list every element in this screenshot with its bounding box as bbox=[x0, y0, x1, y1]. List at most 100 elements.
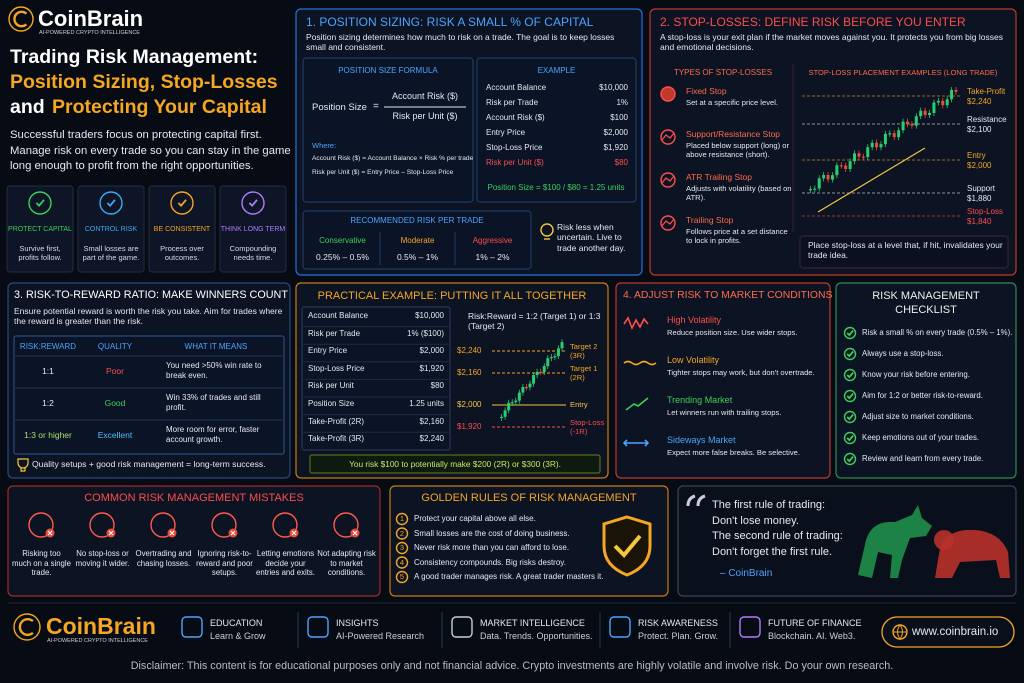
example-result: Position Size = $100 / $80 = 1.25 units bbox=[487, 183, 625, 192]
stop-type-icon bbox=[660, 129, 676, 145]
pillar-icon bbox=[99, 191, 123, 215]
pillar-title: BE CONSISTENT bbox=[153, 226, 211, 233]
pillar-card bbox=[219, 185, 287, 273]
level-label: Entry bbox=[967, 151, 986, 160]
candle-body bbox=[822, 174, 826, 179]
panel-intro: A stop-loss is your exit plan if the mar… bbox=[660, 32, 1003, 53]
market-conditions-panel bbox=[615, 282, 831, 479]
risk-level-range: 0.25% – 0.5% bbox=[316, 252, 369, 262]
check-circle bbox=[843, 347, 857, 361]
footer-icon bbox=[609, 616, 631, 638]
check-icon bbox=[846, 455, 854, 463]
footer-item-title: EDUCATION bbox=[210, 618, 263, 628]
candle-body bbox=[835, 165, 839, 176]
formula-numerator: Account Risk ($) bbox=[391, 91, 459, 101]
practical-value: $2,000 bbox=[419, 346, 444, 356]
candle-body bbox=[817, 178, 821, 189]
trend-arrow bbox=[817, 147, 926, 213]
practical-label: Take-Profit (2R) bbox=[308, 416, 365, 426]
trophy-icon bbox=[17, 458, 29, 472]
condition-text: Tighter stops may work, but don't overtr… bbox=[667, 368, 815, 377]
title: Position Sizing, Stop-Losses bbox=[10, 71, 278, 93]
mistake-text: Risking too much on a single trade. bbox=[12, 549, 71, 577]
quote-line: Don't forget the first rule. bbox=[712, 545, 833, 558]
pillar-icon bbox=[28, 191, 52, 215]
practical-value: $2,160 bbox=[419, 416, 444, 426]
candle-body bbox=[853, 153, 857, 162]
mistake-x bbox=[47, 530, 53, 536]
website-link[interactable]: www.coinbrain.io bbox=[912, 626, 999, 638]
panel-title: PRACTICAL EXAMPLE: PUTTING IT ALL TOGETH… bbox=[317, 290, 587, 302]
candle-body bbox=[507, 402, 511, 411]
target-price: $2,160 bbox=[457, 368, 482, 377]
example-box bbox=[476, 57, 637, 203]
rr-meaning: More room for error, faster account grow… bbox=[166, 425, 260, 444]
checklist-item: Aim for 1:2 or better risk-to-reward. bbox=[862, 391, 983, 400]
risk-level-name: Aggressive bbox=[472, 236, 513, 245]
footer-item-title: MARKET INTELLIGENCE bbox=[480, 618, 585, 628]
candle-body bbox=[870, 142, 874, 148]
footer-item-title: FUTURE OF FINANCE bbox=[768, 618, 862, 628]
stop-type-name: Support/Resistance Stop bbox=[686, 129, 781, 139]
rr-ratio: 1:3 or higher bbox=[24, 430, 72, 440]
practical-chart-title: Risk:Reward = 1:2 (Target 1) or 1:3 (Tar… bbox=[468, 311, 601, 332]
practical-value: $80 bbox=[430, 381, 444, 391]
formula-heading: POSITION SIZE FORMULA bbox=[338, 66, 438, 75]
check-icon bbox=[846, 350, 854, 358]
rule-number: 5 bbox=[399, 572, 405, 581]
mistake-text: No stop-loss or moving it wider. bbox=[75, 549, 130, 568]
candle-body bbox=[813, 188, 817, 190]
logo-ring bbox=[13, 613, 41, 641]
golden-rules-panel bbox=[389, 485, 669, 597]
candle-body bbox=[945, 99, 949, 106]
candle-body bbox=[524, 386, 528, 389]
pillar-title: CONTROL RISK bbox=[84, 226, 138, 233]
example-value: $2,000 bbox=[603, 128, 628, 137]
level-label: Support bbox=[967, 184, 996, 193]
shield-check bbox=[613, 534, 642, 558]
candle-body bbox=[539, 371, 543, 374]
logo-ring bbox=[8, 6, 34, 32]
quote-author: – CoinBrain bbox=[720, 568, 773, 579]
candle-body bbox=[542, 366, 546, 373]
candle-body bbox=[950, 89, 954, 100]
practical-label: Position Size bbox=[308, 399, 355, 408]
globe-lines bbox=[893, 624, 907, 640]
checklist-panel bbox=[835, 282, 1017, 479]
practical-label: Stop-Loss Price bbox=[308, 363, 365, 373]
rule-number-ring bbox=[395, 527, 409, 540]
candle-body bbox=[910, 124, 914, 126]
formula-definition: Account Risk ($) = Account Balance × Ris… bbox=[312, 155, 474, 162]
stop-type-name: Fixed Stop bbox=[686, 86, 727, 96]
footer-brand: CoinBrain bbox=[46, 613, 156, 639]
stop-type-icon bbox=[660, 215, 676, 231]
target-label: Entry bbox=[570, 400, 588, 409]
pillar-icon bbox=[241, 191, 265, 215]
panel-title: GOLDEN RULES OF RISK MANAGEMENT bbox=[421, 492, 637, 504]
mistake-x bbox=[352, 530, 358, 536]
candle-body bbox=[919, 110, 923, 117]
level-label: Take-Profit bbox=[967, 87, 1006, 96]
practical-value: $1,920 bbox=[419, 363, 444, 373]
risk-level-range: 0.5% – 1% bbox=[396, 252, 439, 262]
rr-header: WHAT IT MEANS bbox=[184, 342, 248, 351]
check-circle bbox=[843, 326, 857, 340]
mistake-x bbox=[291, 530, 297, 536]
panel-title: 1. POSITION SIZING: RISK A SMALL % OF CA… bbox=[306, 15, 594, 29]
bull-silhouette bbox=[858, 505, 932, 578]
mistake-icon bbox=[89, 512, 115, 538]
risk-level-name: Moderate bbox=[400, 236, 435, 245]
mistake-icon bbox=[28, 512, 54, 538]
mistake-icon bbox=[211, 512, 237, 538]
condition-icon bbox=[625, 397, 649, 411]
rule-number: 4 bbox=[399, 557, 405, 567]
footer-item-text: Blockchain. AI. Web3. bbox=[768, 631, 856, 641]
candle-body bbox=[535, 371, 539, 376]
candle-body bbox=[503, 410, 507, 417]
checklist-item: Always use a stop-loss. bbox=[862, 349, 944, 358]
footer-icon bbox=[181, 616, 203, 638]
level-value: $2,000 bbox=[967, 161, 992, 170]
panel-title: 4. ADJUST RISK TO MARKET CONDITIONS bbox=[623, 290, 833, 301]
condition-icon bbox=[622, 439, 650, 447]
